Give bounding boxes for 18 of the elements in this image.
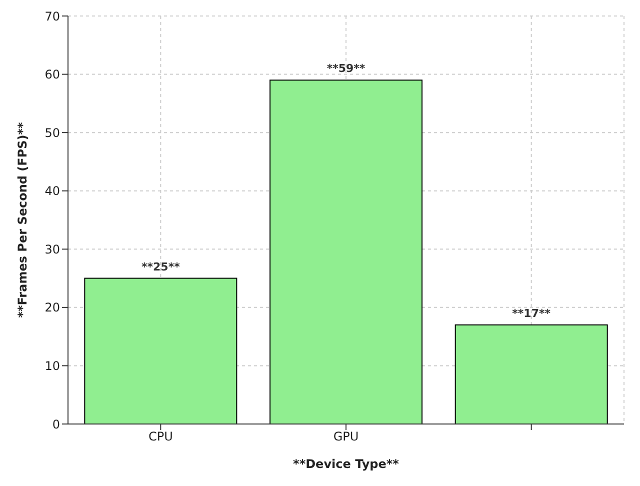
x-axis-title: **Device Type**	[293, 457, 400, 471]
y-tick-label: 20	[44, 300, 60, 315]
bar	[270, 80, 423, 424]
y-tick-label: 50	[44, 126, 60, 140]
y-tick-label: 70	[44, 9, 60, 24]
y-tick-label: 60	[44, 68, 60, 82]
y-tick-label: 10	[44, 358, 60, 373]
x-tick-label: CPU	[148, 430, 173, 444]
data-label: **17**	[512, 306, 551, 320]
data-label: **25**	[142, 260, 180, 274]
y-tick-label: 30	[44, 242, 60, 256]
y-tick-label: 0	[52, 417, 60, 432]
bar	[84, 278, 238, 424]
y-tick-label: 40	[44, 184, 60, 198]
y-axis-title: **Frames Per Second (FPS)**	[15, 121, 30, 318]
x-tick-label: GPU	[333, 430, 359, 444]
bar	[454, 324, 608, 424]
data-label: **59**	[326, 62, 366, 76]
